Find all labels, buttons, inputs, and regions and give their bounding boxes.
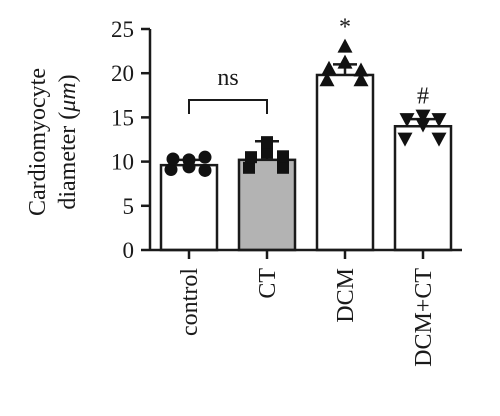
data-point <box>182 160 196 174</box>
data-point <box>277 150 289 163</box>
y-tick-label: 20 <box>111 61 134 86</box>
x-tick-label: DCM+CT <box>411 268 437 367</box>
data-points <box>164 38 447 177</box>
bar-ct <box>237 158 297 252</box>
data-point <box>415 109 431 124</box>
significance-marker: * <box>339 15 351 41</box>
y-axis-label-suffix: ) <box>55 74 81 82</box>
data-point <box>431 132 447 147</box>
y-tick-label: 5 <box>123 194 135 219</box>
data-point <box>353 62 369 77</box>
y-tick-label: 0 <box>123 238 135 263</box>
bar-control <box>159 163 219 252</box>
data-point <box>321 60 337 75</box>
data-point <box>337 38 353 53</box>
data-point <box>198 163 212 177</box>
data-point <box>397 132 413 147</box>
data-point <box>415 118 431 133</box>
y-tick-label: 25 <box>111 17 134 42</box>
x-axis: control CT DCM DCM+CT <box>150 248 462 367</box>
bracket-label: ns <box>217 65 238 91</box>
data-point <box>431 113 447 128</box>
data-point <box>166 152 180 166</box>
significance-bracket <box>188 99 268 114</box>
x-tick-label: CT <box>255 268 281 299</box>
y-axis: 0 5 10 15 20 25 <box>111 17 152 263</box>
data-point <box>243 161 255 174</box>
x-tick-label: control <box>177 268 203 336</box>
y-tick-label: 15 <box>111 105 134 130</box>
data-point <box>353 72 369 87</box>
data-point <box>164 163 178 177</box>
annotations: ns * # <box>188 15 429 114</box>
data-point <box>261 136 273 149</box>
y-axis-label-line-2: diameter (μm) <box>55 74 81 209</box>
y-axis-label-line-1: Cardiomyocyte <box>25 68 51 216</box>
y-axis-label-prefix: diameter ( <box>55 112 81 210</box>
data-point <box>198 150 212 164</box>
data-point <box>245 151 257 164</box>
y-axis-label-unit: μm <box>55 82 81 112</box>
data-point <box>319 72 335 87</box>
data-point <box>399 113 415 128</box>
bar-dcm <box>315 73 375 252</box>
bar-dcm-ct <box>393 124 453 252</box>
data-point <box>277 161 289 174</box>
y-tick-label: 10 <box>111 150 134 175</box>
data-point <box>337 54 353 69</box>
significance-marker: # <box>417 84 429 110</box>
x-tick-label: DCM <box>333 268 359 323</box>
data-point <box>261 146 273 159</box>
